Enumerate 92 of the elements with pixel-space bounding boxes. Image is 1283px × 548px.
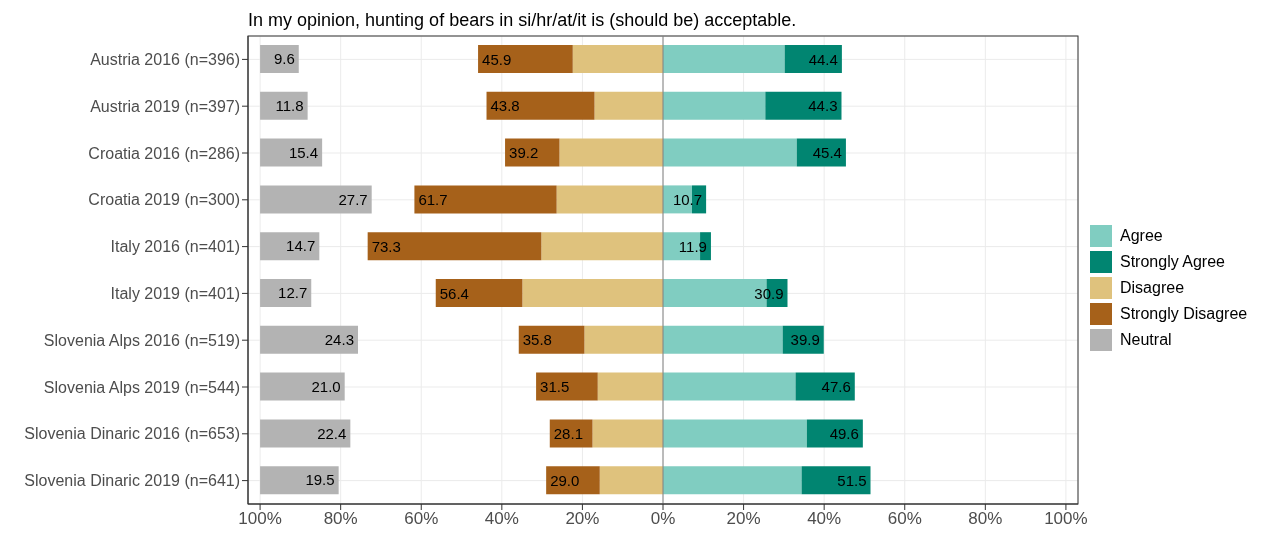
- annotation: 47.6: [821, 378, 851, 396]
- x-tick-label: 20%: [726, 509, 761, 529]
- legend-label: Agree: [1120, 227, 1163, 245]
- x-tick-label: 40%: [484, 509, 519, 529]
- bar: [260, 325, 358, 354]
- annotation: 56.4: [439, 284, 469, 302]
- bar: [260, 185, 372, 214]
- bar: [663, 45, 785, 73]
- bar: [478, 45, 573, 73]
- annotation: 51.5: [837, 471, 867, 489]
- annotation: 28.1: [553, 425, 583, 443]
- bar: [536, 372, 598, 401]
- x-tick-label: 40%: [807, 509, 842, 529]
- bar: [559, 138, 663, 167]
- bar: [518, 325, 585, 354]
- bar: [663, 419, 807, 448]
- bar: [260, 372, 345, 401]
- legend-label: Neutral: [1120, 331, 1172, 349]
- data-label: 15.4: [288, 143, 319, 161]
- data-label: 11.8: [275, 97, 304, 115]
- bar: [486, 91, 595, 120]
- bar: [663, 372, 796, 401]
- y-tick-label: Italy 2019 (n=401): [110, 285, 240, 303]
- bar: [663, 466, 802, 495]
- bar: [663, 325, 783, 354]
- bar: [765, 91, 842, 120]
- x-tick-label: 20%: [565, 509, 600, 529]
- bar: [594, 91, 663, 120]
- bar: [435, 279, 523, 307]
- bar: [584, 325, 663, 354]
- annotation: 35.8: [522, 331, 552, 349]
- bar: [546, 466, 600, 495]
- bar: [260, 91, 308, 120]
- y-tick-label: Croatia 2016 (n=286): [88, 144, 240, 162]
- bar: [599, 466, 663, 495]
- annotation: 44.3: [808, 97, 838, 115]
- bar: [522, 279, 663, 307]
- annotation: 45.4: [812, 144, 842, 162]
- y-tick-label: Italy 2016 (n=401): [110, 238, 240, 256]
- bar: [260, 279, 312, 307]
- bar: [414, 185, 557, 214]
- x-tick-label: 60%: [404, 509, 439, 529]
- annotation: 43.8: [490, 97, 520, 115]
- bar: [260, 419, 351, 448]
- bar: [260, 138, 323, 167]
- y-tick-label: Austria 2016 (n=396): [90, 51, 240, 69]
- chart-title: In my opinion, hunting of bears in si/hr/at/it is (should be) acceptable.: [248, 10, 797, 31]
- bar: [367, 232, 542, 261]
- x-tick-label: 100%: [238, 509, 282, 529]
- legend-label: Strongly Disagree: [1120, 305, 1248, 323]
- bar: [663, 91, 766, 120]
- bar: [663, 138, 797, 167]
- y-tick-label: Slovenia Dinaric 2016 (n=653): [24, 425, 240, 443]
- x-tick-label: 80%: [323, 509, 358, 529]
- annotation: 39.9: [790, 331, 820, 349]
- annotation: 31.5: [540, 378, 570, 396]
- annotation: 49.6: [829, 425, 859, 443]
- data-label: 19.5: [305, 471, 335, 489]
- bar: [795, 372, 855, 401]
- x-tick-label: 60%: [887, 509, 922, 529]
- bar: [260, 232, 320, 261]
- annotation: 29.0: [550, 471, 580, 489]
- annotation: 39.2: [509, 144, 539, 162]
- x-tick-label: 0%: [650, 509, 676, 529]
- bar: [260, 466, 339, 495]
- legend-label: Strongly Agree: [1120, 253, 1225, 271]
- bar: [541, 232, 663, 261]
- data-label: 27.7: [338, 190, 368, 208]
- bar: [597, 372, 663, 401]
- annotation: 45.9: [482, 50, 512, 68]
- bar: [784, 45, 842, 73]
- bar: [556, 185, 663, 214]
- annotation: 73.3: [371, 237, 401, 255]
- data-label: 9.6: [273, 50, 295, 68]
- y-tick-label: Croatia 2019 (n=300): [88, 191, 240, 209]
- data-label: 22.4: [317, 424, 347, 442]
- y-tick-label: Slovenia Alps 2019 (n=544): [43, 378, 240, 396]
- data-label: 21.0: [311, 377, 341, 395]
- bar: [572, 45, 663, 73]
- y-tick-label: Slovenia Dinaric 2019 (n=641): [24, 472, 240, 490]
- annotation: 61.7: [418, 191, 448, 209]
- bar: [592, 419, 663, 448]
- data-label: 24.3: [324, 331, 354, 349]
- y-tick-label: Austria 2019 (n=397): [90, 97, 240, 115]
- data-label: 12.7: [278, 284, 308, 302]
- legend-label: Disagree: [1120, 279, 1185, 297]
- annotation: 44.4: [808, 50, 838, 68]
- x-tick-label: 80%: [968, 509, 1003, 529]
- x-tick-label: 100%: [1044, 509, 1088, 529]
- bar: [801, 466, 871, 495]
- y-tick-label: Slovenia Alps 2016 (n=519): [43, 331, 240, 349]
- data-label: 14.7: [286, 237, 316, 255]
